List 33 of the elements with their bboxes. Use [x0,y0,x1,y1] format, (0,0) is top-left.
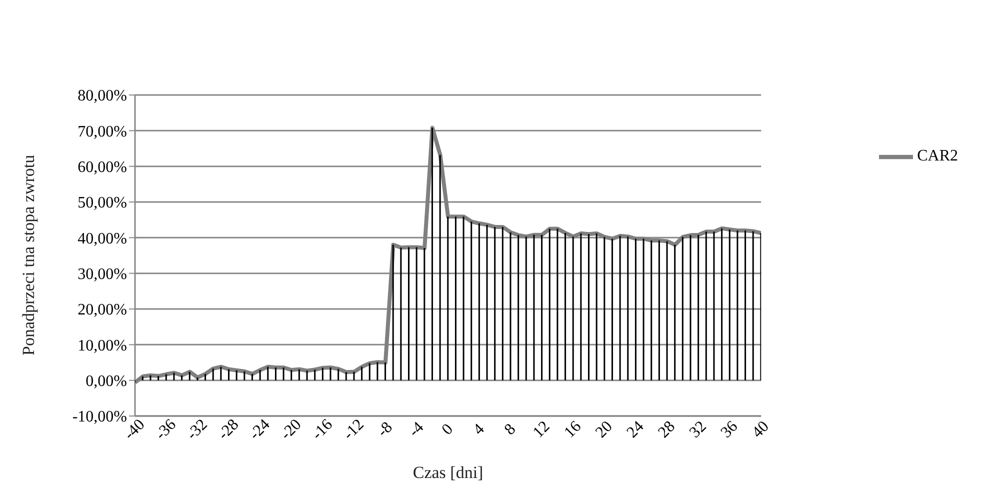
x-tick-label: 40 [749,418,772,442]
y-tick-label: 60,00% [78,159,127,176]
x-tick-label: -16 [308,416,336,444]
y-tick-label: 0,00% [86,373,127,390]
x-tick-label: -4 [406,418,428,440]
x-tick-label: -32 [184,416,211,444]
y-tick-label: 10,00% [78,337,127,354]
x-tick-label: 8 [501,420,520,438]
x-tick-label: -8 [374,418,396,440]
legend-label: CAR2 [917,148,958,165]
x-tick-label: -12 [340,416,368,444]
x-tick-label: 16 [561,418,585,442]
y-tick-label: 30,00% [78,266,127,284]
x-tick-label: -28 [215,416,242,444]
y-axis-title: Ponadprzeci tna stopa zwrotu [19,154,38,356]
x-tick-label: 4 [470,420,488,438]
x-tick-label: 32 [686,418,710,442]
x-tick-label: 24 [624,418,648,442]
x-tick-label: 20 [592,418,616,442]
x-tick-label: 12 [530,418,554,442]
y-tick-label: 50,00% [78,194,127,212]
x-tick-label: 36 [718,418,742,442]
x-tick-label: -36 [152,416,180,444]
x-tick-label: -24 [246,416,274,444]
y-tick-label: 40,00% [78,230,127,248]
y-tick-label: 70,00% [78,123,127,140]
x-tick-label: -20 [278,416,305,444]
x-axis-title: Czas [dni] [412,463,484,482]
x-tick-label: 0 [438,420,457,438]
y-tick-label: -10,00% [72,408,127,426]
y-tick-label: 20,00% [78,302,127,319]
x-tick-label: 28 [655,418,678,442]
y-tick-label: 80,00% [78,88,127,105]
